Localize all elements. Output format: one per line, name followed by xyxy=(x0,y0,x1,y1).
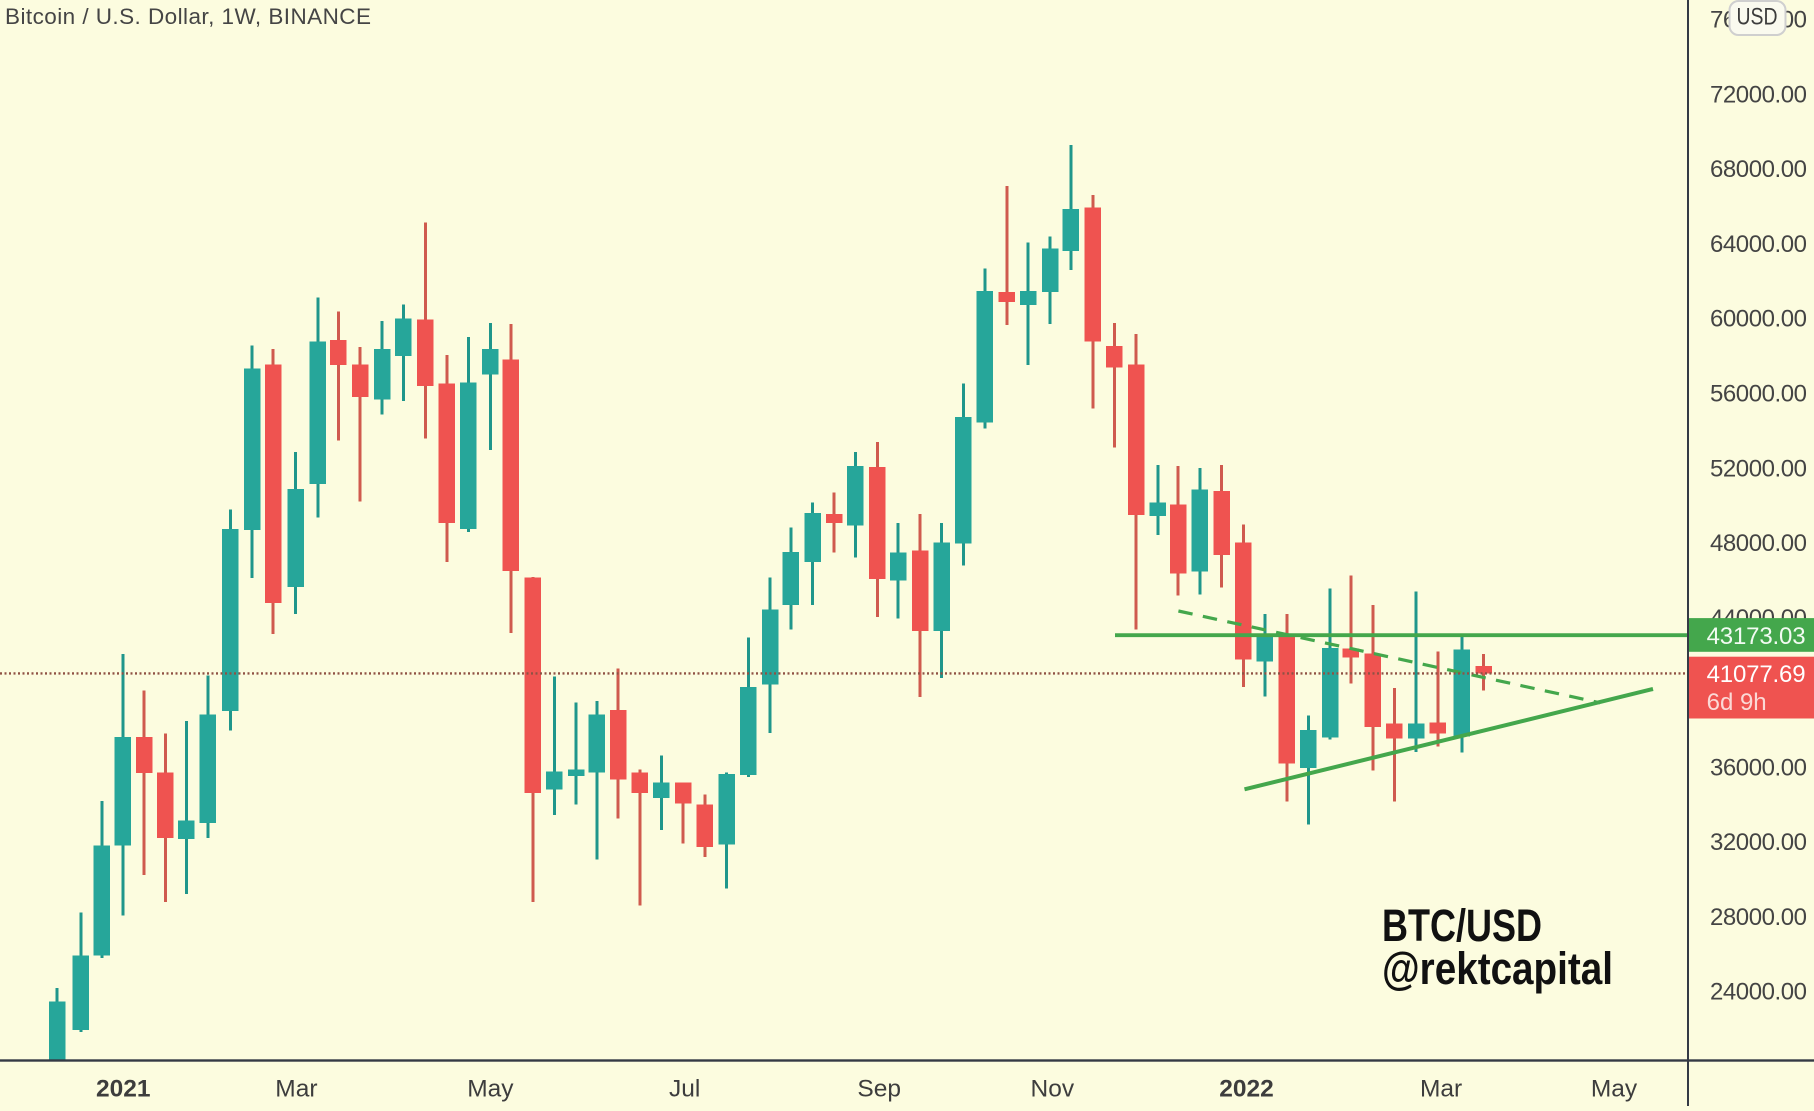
svg-text:48000.00: 48000.00 xyxy=(1710,530,1807,557)
svg-text:6d 9h: 6d 9h xyxy=(1707,689,1767,716)
svg-text:24000.00: 24000.00 xyxy=(1710,979,1807,1006)
svg-text:52000.00: 52000.00 xyxy=(1710,455,1807,482)
svg-text:BTC/USD: BTC/USD xyxy=(1382,900,1542,951)
svg-text:2021: 2021 xyxy=(96,1076,151,1103)
svg-text:32000.00: 32000.00 xyxy=(1710,829,1807,856)
svg-text:Nov: Nov xyxy=(1031,1076,1075,1103)
svg-text:60000.00: 60000.00 xyxy=(1710,306,1807,333)
svg-text:@rektcapital: @rektcapital xyxy=(1382,943,1613,994)
svg-text:28000.00: 28000.00 xyxy=(1710,904,1807,931)
svg-text:Mar: Mar xyxy=(1420,1076,1462,1103)
svg-text:41077.69: 41077.69 xyxy=(1707,661,1806,688)
svg-text:May: May xyxy=(467,1076,514,1103)
svg-text:USD: USD xyxy=(1737,4,1778,31)
svg-text:May: May xyxy=(1591,1076,1638,1103)
svg-text:36000.00: 36000.00 xyxy=(1710,754,1807,781)
svg-text:72000.00: 72000.00 xyxy=(1710,81,1807,108)
svg-text:56000.00: 56000.00 xyxy=(1710,381,1807,408)
svg-text:Jul: Jul xyxy=(669,1076,700,1103)
svg-text:68000.00: 68000.00 xyxy=(1710,156,1807,183)
svg-text:43173.03: 43173.03 xyxy=(1707,623,1806,650)
svg-text:Bitcoin / U.S. Dollar, 1W, BIN: Bitcoin / U.S. Dollar, 1W, BINANCE xyxy=(5,4,371,29)
svg-text:64000.00: 64000.00 xyxy=(1710,231,1807,258)
svg-text:Mar: Mar xyxy=(275,1076,317,1103)
svg-text:2022: 2022 xyxy=(1219,1076,1274,1103)
svg-text:Sep: Sep xyxy=(857,1076,901,1103)
